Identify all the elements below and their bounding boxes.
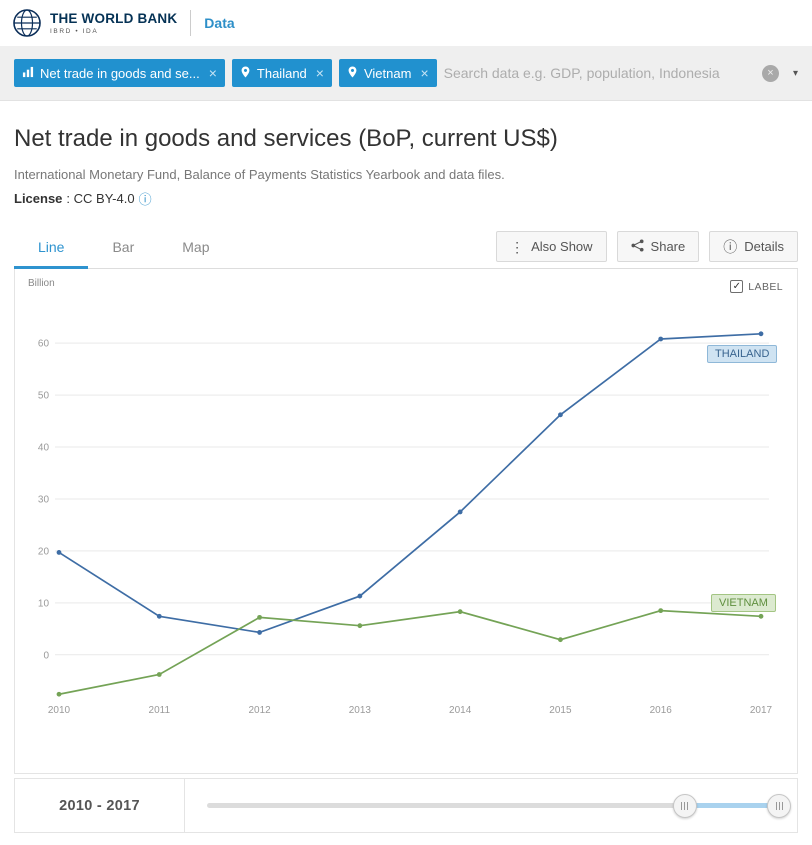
globe-icon bbox=[12, 8, 42, 38]
label-toggle[interactable]: ✓ LABEL bbox=[730, 280, 783, 293]
tab-map[interactable]: Map bbox=[182, 239, 210, 255]
filter-tag-thailand[interactable]: Thailand × bbox=[231, 59, 332, 87]
close-icon[interactable]: × bbox=[315, 65, 324, 81]
vietnam-series-badge: VIETNAM bbox=[711, 593, 776, 612]
brand-subtitle: IBRD • IDA bbox=[50, 28, 99, 35]
label-toggle-text: LABEL bbox=[748, 280, 783, 293]
slider-handle-right[interactable] bbox=[767, 793, 791, 818]
svg-text:30: 30 bbox=[38, 494, 50, 505]
time-range-panel: 2010 - 2017 bbox=[14, 778, 798, 833]
filter-tag-vietnam[interactable]: Vietnam × bbox=[338, 59, 437, 87]
share-label: Share bbox=[650, 239, 686, 254]
world-bank-logo[interactable]: THE WORLD BANK IBRD • IDA bbox=[12, 8, 177, 38]
svg-text:10: 10 bbox=[38, 598, 50, 609]
time-range-label: 2010 - 2017 bbox=[15, 779, 185, 832]
svg-text:0: 0 bbox=[43, 650, 49, 661]
tab-bar: Line Bar Map ⋮ Also Show Sha bbox=[14, 228, 798, 269]
share-button[interactable]: Share bbox=[616, 231, 700, 262]
filter-tag-label: Thailand bbox=[256, 65, 307, 81]
tab-line[interactable]: Line bbox=[14, 228, 89, 269]
svg-text:40: 40 bbox=[38, 443, 50, 454]
license-value: : CC BY-4.0 bbox=[66, 191, 135, 206]
details-label: Details bbox=[744, 239, 784, 254]
svg-text:2013: 2013 bbox=[349, 705, 372, 716]
svg-text:2012: 2012 bbox=[248, 705, 271, 716]
location-pin-icon bbox=[240, 65, 251, 82]
also-show-label: Also Show bbox=[531, 239, 593, 254]
svg-text:2015: 2015 bbox=[549, 705, 572, 716]
slider-track[interactable] bbox=[207, 793, 791, 818]
info-circle-icon: ⓘ bbox=[723, 238, 738, 255]
main-content: Net trade in goods and services (BoP, cu… bbox=[0, 125, 812, 833]
close-icon[interactable]: × bbox=[208, 65, 217, 81]
share-icon bbox=[631, 239, 644, 254]
svg-text:2011: 2011 bbox=[149, 705, 171, 716]
slider-handle-left[interactable] bbox=[672, 793, 697, 818]
header: THE WORLD BANK IBRD • IDA Data bbox=[0, 0, 812, 46]
filter-tag-indicator[interactable]: Net trade in goods and se... × bbox=[14, 59, 225, 87]
page-title: Net trade in goods and services (BoP, cu… bbox=[14, 125, 558, 152]
also-show-button[interactable]: ⋮ Also Show bbox=[496, 231, 607, 262]
chevron-down-icon[interactable]: ▾ bbox=[792, 67, 798, 79]
brand-name: THE WORLD BANK bbox=[50, 11, 178, 26]
thailand-series-badge: THAILAND bbox=[707, 344, 778, 363]
svg-text:2017: 2017 bbox=[750, 705, 773, 716]
svg-text:2016: 2016 bbox=[650, 705, 673, 716]
y-axis-unit-label: Billion bbox=[28, 278, 55, 289]
license-line: License : CC BY-4.0 ⓘ bbox=[14, 189, 798, 208]
data-site-link[interactable]: Data bbox=[204, 15, 235, 31]
bar-chart-icon bbox=[22, 66, 34, 81]
tab-bar-chart[interactable]: Bar bbox=[112, 239, 135, 255]
filter-tag-label: Vietnam bbox=[363, 65, 412, 81]
slider-selected-range bbox=[684, 803, 779, 808]
time-range-slider[interactable] bbox=[185, 779, 797, 832]
checkbox-checked-icon[interactable]: ✓ bbox=[730, 280, 744, 293]
location-pin-icon bbox=[347, 65, 358, 82]
details-button[interactable]: ⓘ Details bbox=[709, 231, 798, 262]
close-icon[interactable]: × bbox=[420, 65, 429, 81]
search-input[interactable] bbox=[443, 65, 755, 81]
filter-tag-label: Net trade in goods and se... bbox=[40, 65, 200, 81]
svg-text:2014: 2014 bbox=[449, 705, 472, 716]
license-label: License bbox=[14, 191, 63, 206]
header-divider bbox=[190, 10, 192, 36]
ellipsis-icon: ⋮ bbox=[510, 238, 525, 255]
clear-search-icon[interactable]: × bbox=[761, 64, 779, 82]
chart-canvas: 0 10 20 30 40 50 60 2010 2011 2012 2013 2014 2015 201… bbox=[38, 331, 773, 716]
source-text: International Monetary Fund, Balance of … bbox=[14, 167, 505, 182]
svg-text:50: 50 bbox=[38, 391, 50, 402]
svg-text:60: 60 bbox=[38, 339, 50, 350]
line-chart: 0 10 20 30 40 50 60 2010 2011 2012 2013 2014 2015 201… bbox=[14, 269, 798, 774]
svg-text:2010: 2010 bbox=[48, 705, 71, 716]
svg-text:20: 20 bbox=[38, 546, 50, 557]
info-icon[interactable]: ⓘ bbox=[138, 192, 152, 207]
search-bar: Net trade in goods and se... × Thailand … bbox=[0, 46, 812, 101]
